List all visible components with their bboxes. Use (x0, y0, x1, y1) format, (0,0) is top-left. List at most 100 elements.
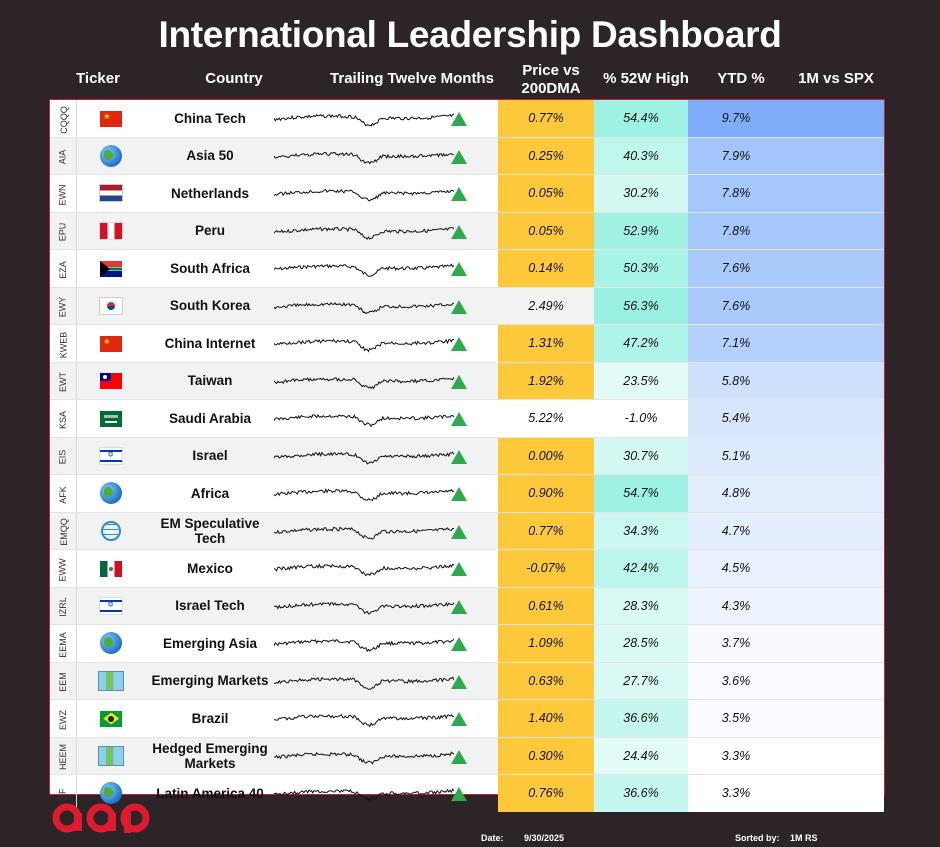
rs-fill-cell (784, 699, 884, 738)
rs-1m-vs-spx-cell: 4.5% (688, 549, 784, 588)
country-name: Israel (146, 437, 274, 475)
ytd-cell: 34.3% (594, 512, 688, 550)
price-vs-200dma-cell (420, 737, 498, 775)
rs-fill-cell (784, 174, 884, 213)
pct-52w-high-cell: 5.22% (498, 399, 594, 438)
rs-1m-vs-spx-cell: 4.3% (688, 587, 784, 625)
sparkline-path (274, 639, 454, 653)
sparkline-cell (274, 249, 454, 288)
up-triangle-icon (451, 112, 467, 127)
table-row: EWN Netherlands 0.05% 30.2% 7.8% (50, 174, 884, 213)
sparkline-cell (274, 474, 454, 513)
sparkline-path (274, 601, 454, 615)
rs-fill-cell (784, 399, 884, 438)
rs-fill-cell (784, 624, 884, 663)
pct-52w-high-cell: 0.90% (498, 474, 594, 513)
rs-1m-vs-spx-cell: 4.8% (688, 474, 784, 513)
ticker-label: KWEB (58, 331, 69, 359)
price-vs-200dma-cell (420, 399, 498, 438)
sparkline-path (274, 751, 454, 765)
table-row: CQQQ ★ China Tech 0.77% 54.4% 9.7% (50, 100, 884, 138)
country-name: Asia 50 (146, 137, 274, 175)
rs-fill-cell (784, 137, 884, 175)
sparkline-path (274, 413, 454, 428)
ytd-cell: 24.4% (594, 737, 688, 775)
rs-1m-vs-spx-cell: 3.6% (688, 662, 784, 700)
ticker-label: EZA (57, 260, 68, 279)
rs-1m-vs-spx-cell: 7.8% (688, 174, 784, 213)
rs-1m-vs-spx-cell: 4.7% (688, 512, 784, 550)
price-vs-200dma-cell (420, 174, 498, 213)
table-row: ILF Latin America 40 0.76% 36.6% 3.3% (50, 774, 884, 812)
sparkline-path (274, 189, 454, 202)
ticker-label: AIA (57, 149, 68, 165)
ticker-cell: KWEB (50, 324, 77, 363)
ticker-label: EMQQ (58, 518, 69, 547)
trailing-twelve-months-sparkline (274, 563, 454, 577)
ytd-cell: 30.2% (594, 174, 688, 213)
table-row: EEM Emerging Markets 0.63% 27.7% 3.6% (50, 662, 884, 700)
country-name: South Africa (146, 249, 274, 288)
pct-52w-high-cell: -0.07% (498, 549, 594, 588)
up-triangle-icon (451, 524, 467, 539)
flag-cell (76, 249, 146, 288)
sparkline-path (274, 301, 454, 314)
globe-icon (100, 632, 123, 655)
footer-date: 9/30/2025 (524, 833, 565, 843)
netherlands-flag-icon (99, 184, 124, 203)
ticker-label: ILF (57, 788, 68, 802)
up-triangle-icon (451, 449, 467, 464)
sparkline-cell (274, 775, 454, 812)
country-name: Emerging Markets (146, 662, 274, 700)
ytd-cell: 56.3% (594, 287, 688, 325)
table-row: KWEB ★ China Internet 1.31% 47.2% 7.1% (50, 324, 884, 363)
up-triangle-icon (451, 487, 467, 502)
rs-fill-cell (784, 437, 884, 475)
rs-fill-cell (784, 287, 884, 325)
ticker-cell: EZA (50, 249, 77, 288)
table-row: EWY South Korea 2.49% 56.3% 7.6% (50, 287, 884, 325)
ticker-label: EIS (57, 449, 68, 465)
country-name: Hedged Emerging Markets (146, 737, 274, 775)
price-vs-200dma-cell (420, 437, 498, 475)
footer-date-label: Date: (481, 833, 504, 843)
sparkline-cell (274, 512, 454, 550)
rs-fill-cell (784, 100, 884, 138)
pct-52w-high-cell: 1.31% (498, 324, 594, 363)
flag-cell: ★ (76, 100, 146, 138)
trailing-twelve-months-sparkline (274, 714, 454, 728)
sparkline-path (274, 676, 454, 690)
sparkline-path (274, 563, 454, 577)
ytd-cell: 27.7% (594, 662, 688, 700)
rs-1m-vs-spx-cell: 9.7% (688, 100, 784, 138)
country-name: Peru (146, 212, 274, 250)
taiwan-flag-icon (100, 373, 123, 390)
sparkline-path (274, 113, 454, 127)
flag-cell (76, 775, 146, 812)
trailing-twelve-months-sparkline (274, 189, 454, 202)
table-row: EWW Mexico -0.07% 42.4% 4.5% (50, 549, 884, 588)
table-row: EIS ✡ Israel 0.00% 30.7% 5.1% (50, 437, 884, 475)
flag-cell (76, 212, 146, 250)
rs-fill-cell (784, 474, 884, 513)
pct-52w-high-cell: 0.77% (498, 512, 594, 550)
flag-cell (76, 737, 146, 775)
country-name: China Tech (146, 100, 274, 138)
rs-1m-vs-spx-cell: 3.7% (688, 624, 784, 663)
rs-1m-vs-spx-cell: 5.4% (688, 399, 784, 438)
sparkline-path (274, 788, 454, 802)
ticker-cell: EPU (50, 212, 77, 250)
ticker-cell: CQQQ (50, 100, 77, 138)
flag-cell (76, 624, 146, 663)
country-name: Mexico (146, 549, 274, 588)
trailing-twelve-months-sparkline (274, 676, 454, 690)
header-52w-high: % 52W High (603, 70, 689, 87)
country-name: Saudi Arabia (146, 399, 274, 438)
sparkline-cell (274, 549, 454, 588)
flag-cell (76, 699, 146, 738)
header-1m-vs-spx: 1M vs SPX (798, 70, 874, 87)
header-country: Country (205, 70, 263, 87)
ticker-label: KSA (57, 410, 68, 429)
trailing-twelve-months-sparkline (274, 451, 454, 465)
footer-sorted-value: 1M RS (790, 833, 818, 843)
